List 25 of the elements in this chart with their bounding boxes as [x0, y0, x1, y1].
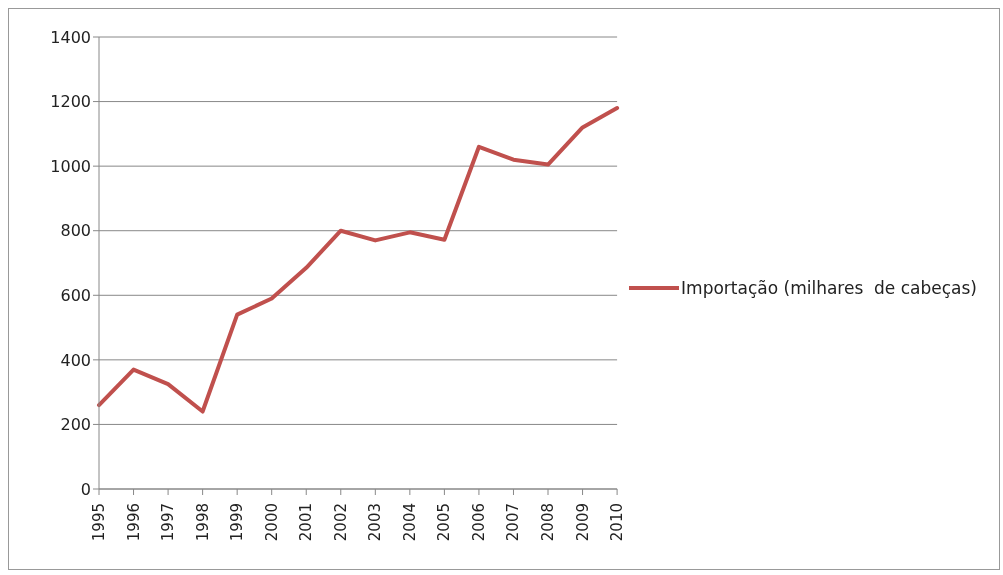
x-tick-label: 2001	[297, 503, 316, 542]
x-tick-label: 1998	[193, 503, 212, 542]
x-tick-label: 2005	[435, 503, 454, 542]
x-tick-label: 2010	[608, 503, 627, 542]
x-tick-label: 1999	[228, 503, 247, 542]
y-tick-label: 400	[60, 350, 91, 370]
x-tick-label: 1997	[159, 503, 178, 542]
legend-label: Importação (milhares de cabeças)	[681, 278, 977, 298]
y-tick-label: 1000	[50, 156, 91, 176]
x-tick-label: 2007	[504, 503, 523, 542]
x-tick-label: 2003	[366, 503, 385, 542]
x-tick-label: 1996	[124, 503, 143, 542]
y-tick-label: 1400	[50, 27, 91, 47]
x-tick-label: 1995	[90, 503, 108, 542]
x-tick-label: 2002	[331, 503, 350, 542]
x-tick-label: 2008	[539, 503, 558, 542]
y-tick-label: 600	[60, 285, 91, 305]
y-tick-label: 0	[80, 479, 91, 499]
x-tick-label: 2000	[262, 503, 281, 542]
x-tick-label: 2009	[573, 503, 592, 542]
x-tick-label: 2006	[469, 503, 488, 542]
y-tick-label: 200	[60, 415, 91, 435]
x-tick-label: 2004	[400, 503, 419, 542]
y-tick-label: 800	[60, 221, 91, 241]
y-tick-label: 1200	[50, 92, 91, 112]
